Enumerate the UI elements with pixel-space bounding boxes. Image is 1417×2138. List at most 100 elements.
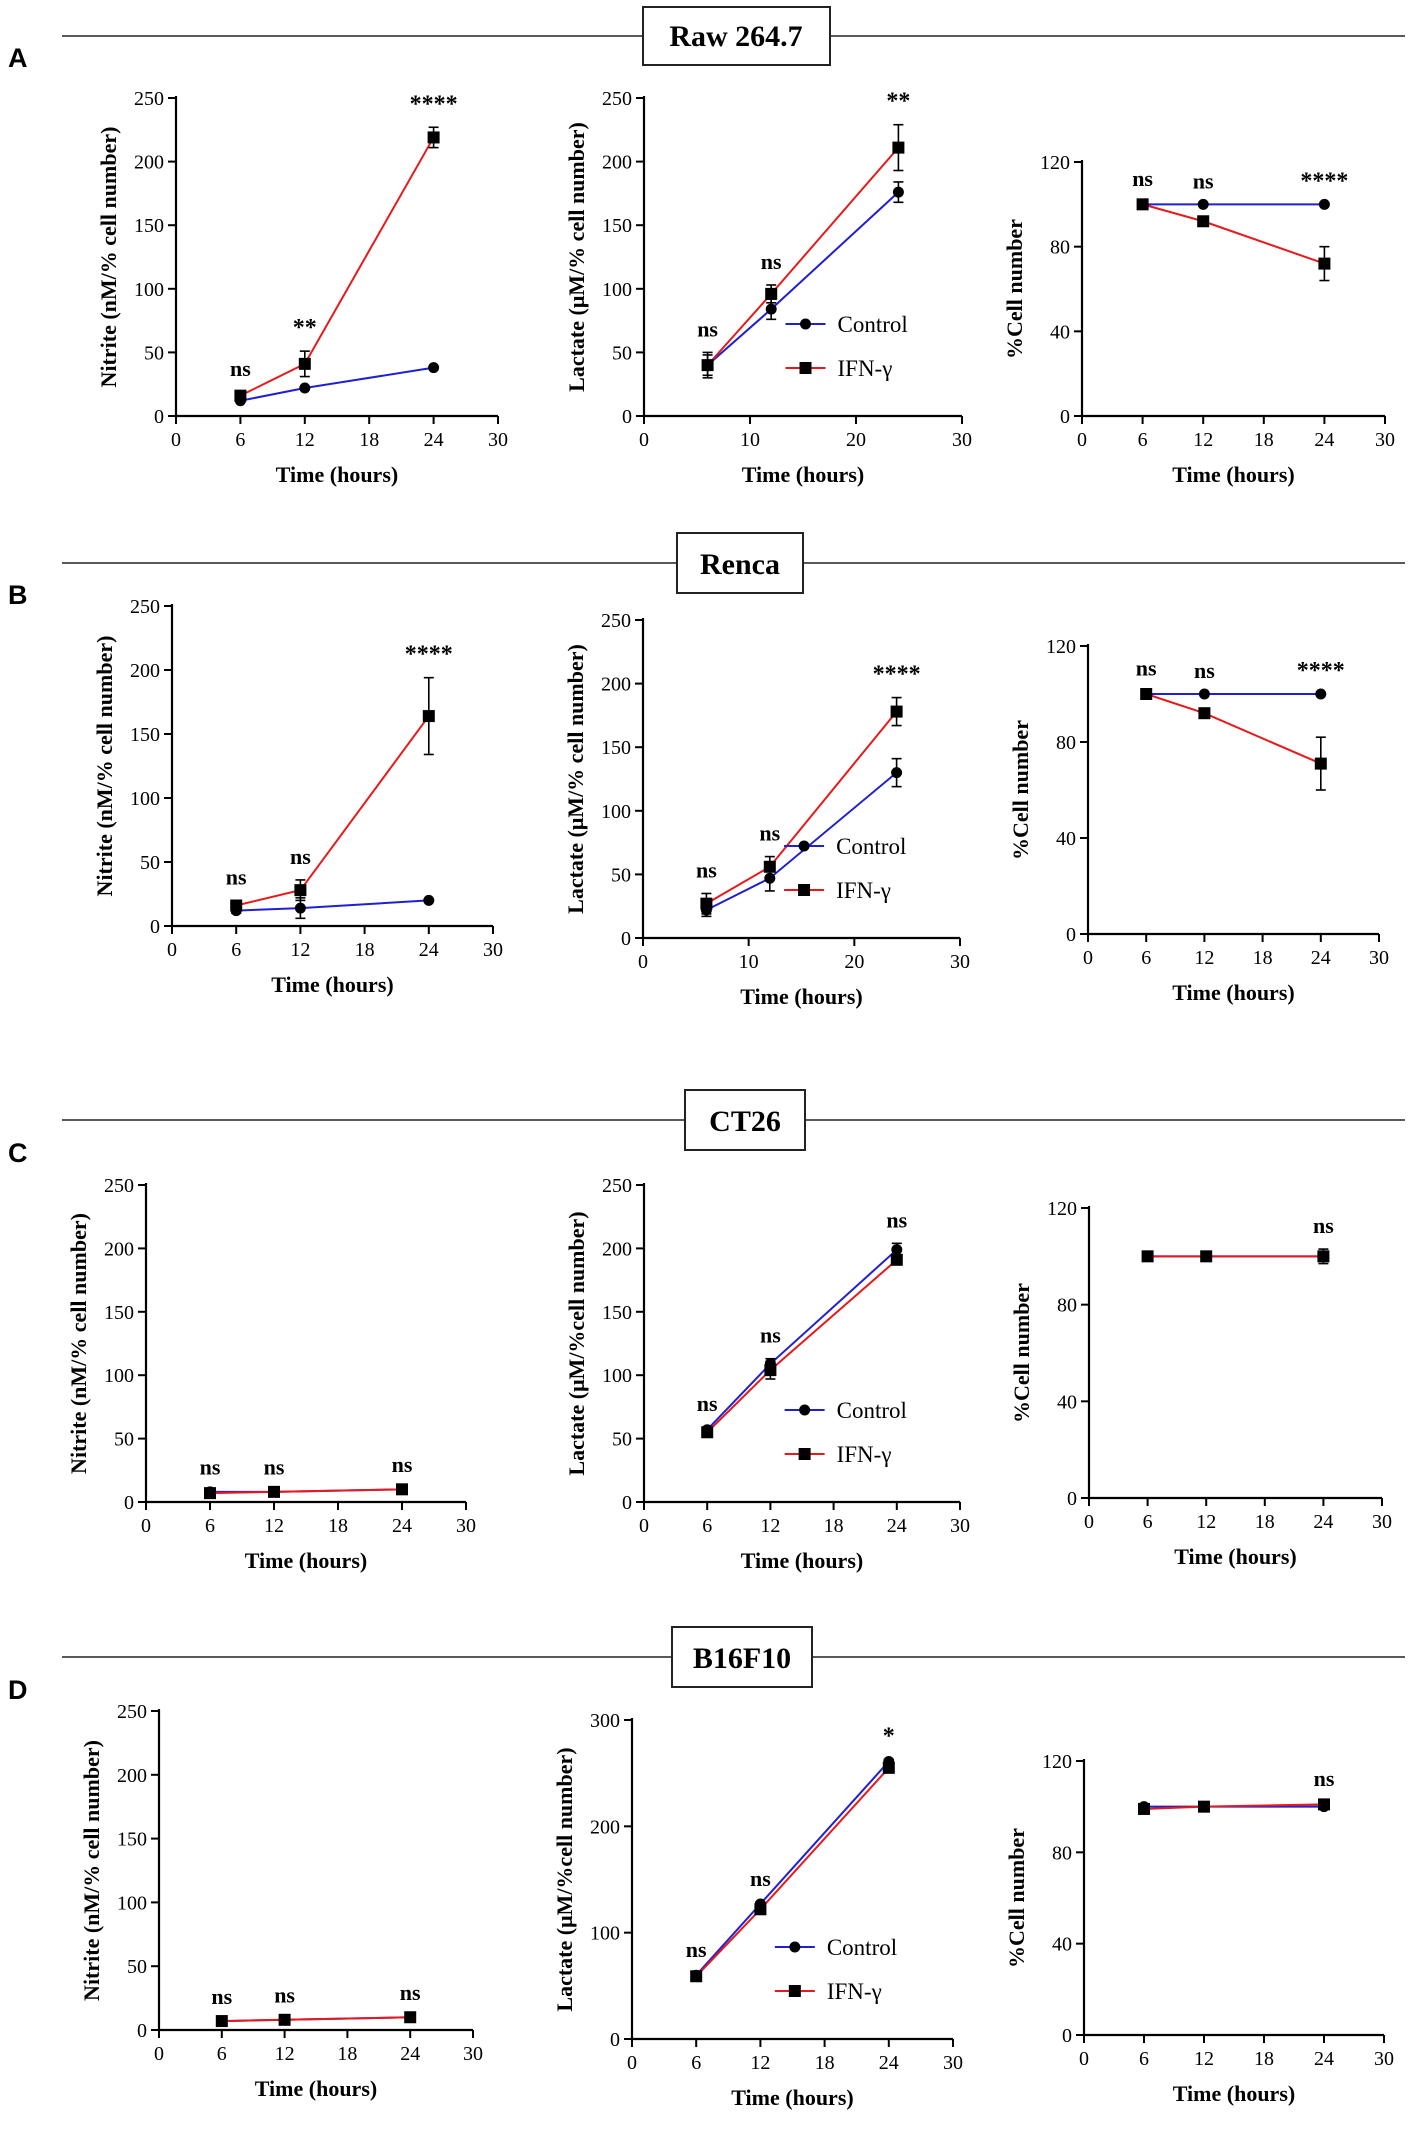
- chart-2-1-series-1-point-0: [701, 1426, 714, 1439]
- chart-2-1-series-1-point-1: [764, 1364, 777, 1377]
- chart-3-0-series-1-line: [221, 2016, 411, 2023]
- chart-2-1-sig-1: ns: [760, 1323, 781, 1348]
- chart-2-1-ylabel: Lactate (μM/%cell number): [564, 1211, 589, 1475]
- chart-3-1-ytick-label-0: 0: [610, 2029, 620, 2051]
- chart-2-2-xtick-label-3: 18: [1255, 1511, 1275, 1533]
- chart-0-0-series-0-line: [240, 366, 434, 402]
- chart-0-0-ytick-label-2: 100: [134, 279, 164, 301]
- section-b-letter: B: [8, 580, 28, 610]
- chart-1-0-xtick-label-5: 30: [483, 939, 503, 961]
- chart-1-0-ylabel: Nitrite (nM/% cell number): [92, 636, 117, 897]
- chart-0-1-sig-2: **: [886, 89, 910, 115]
- chart-1-0-series-1-point-2: [422, 710, 435, 723]
- chart-2-1-xtick-label-4: 24: [887, 1515, 907, 1537]
- chart-1-2-series-1-line: [1145, 693, 1322, 765]
- chart-3-2-xtick-label-2: 12: [1194, 2048, 1214, 2070]
- chart-3-0-xtick-label-3: 18: [337, 2043, 357, 2065]
- chart-3-0-xtick-label-2: 12: [275, 2043, 295, 2065]
- chart-0-1-sig-0: ns: [697, 316, 718, 341]
- chart-1-0-series-1-line: [235, 715, 430, 907]
- chart-1-2-ylabel: %Cell number: [1008, 720, 1033, 860]
- chart-0-0-ytick-label-1: 50: [144, 342, 164, 364]
- chart-3-2-series-1-point-1: [1198, 1800, 1210, 1813]
- chart-1-0-series-0-point-2: [423, 894, 435, 906]
- chart-2-2-ytick-label-3: 120: [1047, 1198, 1077, 1220]
- chart-1-1-ytick-label-5: 250: [601, 610, 631, 632]
- chart-3-1-xtick-label-2: 12: [750, 2052, 770, 2074]
- chart-1-2-sig-2: ****: [1297, 658, 1345, 684]
- chart-1-1-ylabel: Lactate (μM/% cell number): [563, 644, 588, 914]
- chart-1-2-series-1-point-2: [1314, 757, 1327, 770]
- chart-b-nitrite: 0 50 100 150 200 250 0 6 12 18 24 30 Time (hours) Nit…: [92, 596, 503, 997]
- chart-2-1-sig-0: ns: [697, 1391, 718, 1416]
- chart-0-1-ytick-label-3: 150: [602, 215, 632, 237]
- chart-b-lactate: 0 50 100 150 200 250 0 10 20 30 Time (hours) Lactat…: [563, 610, 970, 1009]
- chart-0-2-sig-0: ns: [1132, 166, 1153, 191]
- chart-0-0-xtick-label-5: 30: [488, 429, 508, 451]
- chart-1-1-legend-0-marker: [798, 840, 810, 852]
- chart-2-2-sig-2: ns: [1313, 1213, 1334, 1238]
- chart-1-0-ytick-label-4: 200: [130, 660, 160, 682]
- chart-1-0-ytick-label-1: 50: [140, 852, 160, 874]
- chart-0-2-xtick-label-4: 24: [1314, 429, 1334, 451]
- chart-2-0-series-1-point-2: [396, 1483, 408, 1496]
- chart-1-0-sig-1: ns: [290, 844, 311, 869]
- chart-0-0-series-1-point-2: [427, 131, 440, 144]
- chart-2-1-series-0-point-2: [891, 1244, 903, 1256]
- chart-0-1-sig-1: ns: [761, 249, 782, 274]
- chart-3-0-xtick-label-0: 0: [154, 2043, 164, 2065]
- chart-3-0-sig-2: ns: [400, 1980, 421, 2005]
- chart-2-1-ytick-label-2: 100: [602, 1365, 632, 1387]
- chart-2-0-series-1-point-1: [268, 1485, 280, 1498]
- chart-1-1-ytick-label-2: 100: [601, 801, 631, 823]
- chart-3-1-series-1-point-1: [754, 1903, 767, 1916]
- chart-2-0-ytick-label-2: 100: [104, 1365, 134, 1387]
- chart-2-1-ytick-label-5: 250: [602, 1175, 632, 1197]
- chart-1-1-legend-1-label: IFN-γ: [836, 878, 891, 903]
- chart-2-2-series-1-point-2: [1317, 1250, 1330, 1263]
- chart-2-2-xtick-label-2: 12: [1196, 1511, 1216, 1533]
- chart-0-1-series-0-point-2: [892, 186, 904, 198]
- chart-1-1-xtick-label-2: 20: [844, 951, 864, 973]
- chart-2-1-xtick-label-5: 30: [950, 1515, 970, 1537]
- chart-1-1-series-1-point-1: [763, 860, 776, 873]
- chart-1-0-ytick-label-0: 0: [150, 916, 160, 938]
- chart-1-0-ytick-label-2: 100: [130, 788, 160, 810]
- chart-3-0-xlabel: Time (hours): [255, 2076, 377, 2101]
- chart-0-0-xtick-label-1: 6: [235, 429, 245, 451]
- chart-2-2-series-1-point-1: [1200, 1250, 1213, 1263]
- chart-2-2-ytick-label-2: 80: [1057, 1295, 1077, 1317]
- chart-3-1-xtick-label-3: 18: [815, 2052, 835, 2074]
- chart-3-2-ytick-label-3: 120: [1042, 1751, 1072, 1773]
- chart-1-1-xtick-label-0: 0: [638, 951, 648, 973]
- chart-1-0-xtick-label-3: 18: [355, 939, 375, 961]
- chart-3-2-xtick-label-3: 18: [1254, 2048, 1274, 2070]
- chart-2-0-xtick-label-4: 24: [392, 1515, 412, 1537]
- chart-2-0-sig-1: ns: [264, 1455, 285, 1480]
- chart-d-cell-number: 0 40 80 120 0 6 12 18 24 30 Time (hours) %Cell numb…: [1004, 1751, 1394, 2106]
- chart-2-1-xtick-label-3: 18: [824, 1515, 844, 1537]
- chart-a-cell-number: 0 40 80 120 0 6 12 18 24 30 Time (hours) %Cell numb…: [1002, 152, 1395, 487]
- section-d-letter: D: [8, 1675, 28, 1705]
- chart-1-0-xlabel: Time (hours): [271, 972, 393, 997]
- chart-2-0-xtick-label-1: 6: [205, 1515, 215, 1537]
- chart-0-0-xtick-label-4: 24: [424, 429, 444, 451]
- chart-3-0-series-1-point-2: [404, 2011, 417, 2024]
- chart-2-1-ytick-label-0: 0: [622, 1492, 632, 1514]
- chart-3-1-legend-0-label: Control: [827, 1935, 897, 1960]
- chart-1-1-ytick-label-4: 200: [601, 674, 631, 696]
- chart-2-2-xtick-label-1: 6: [1143, 1511, 1153, 1533]
- chart-1-1-legend-0-label: Control: [836, 834, 906, 859]
- chart-1-0-series-0-line: [236, 899, 429, 912]
- chart-2-1-ytick-label-1: 50: [612, 1429, 632, 1451]
- chart-0-1-xtick-label-0: 0: [639, 429, 649, 451]
- chart-1-0-xtick-label-1: 6: [231, 939, 241, 961]
- chart-1-2-series-0-point-2: [1315, 688, 1327, 700]
- chart-2-0-xtick-label-2: 12: [264, 1515, 284, 1537]
- chart-0-0-sig-2: ****: [410, 91, 458, 117]
- chart-1-1-ytick-label-1: 50: [611, 864, 631, 886]
- chart-2-2-xtick-label-4: 24: [1313, 1511, 1333, 1533]
- chart-0-1-series-1-point-1: [765, 287, 778, 300]
- chart-1-1-series-0-point-1: [764, 872, 776, 884]
- chart-3-2-xtick-label-4: 24: [1314, 2048, 1334, 2070]
